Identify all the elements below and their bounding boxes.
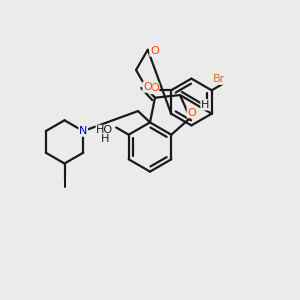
Text: O: O — [150, 46, 159, 56]
Text: H: H — [100, 134, 109, 145]
Text: N: N — [79, 126, 87, 136]
Text: HO: HO — [96, 125, 113, 136]
Text: O: O — [150, 83, 159, 94]
Text: Br: Br — [213, 74, 225, 84]
Text: O: O — [187, 108, 196, 118]
Text: O: O — [143, 82, 152, 92]
Text: H: H — [201, 100, 209, 110]
